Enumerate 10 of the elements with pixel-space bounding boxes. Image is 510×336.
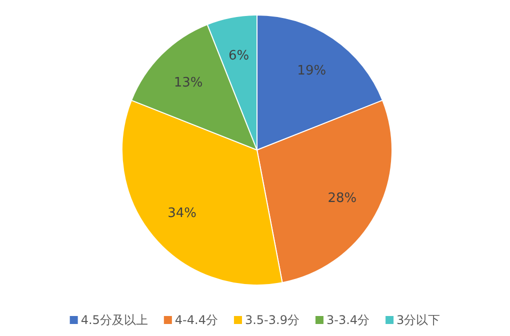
data-label: 19% [297,64,326,79]
legend-label: 3-3.4分 [326,313,370,327]
legend-label: 4.5分及以上 [80,313,148,327]
legend-label: 4-4.4分 [174,313,218,327]
data-label: 6% [228,48,250,64]
data-label: 13% [174,75,203,90]
data-label: 34% [168,206,197,221]
data-label: 28% [328,190,357,206]
legend-label: 3.5-3.9分 [244,313,300,327]
legend-label: 3分以下 [396,313,440,327]
